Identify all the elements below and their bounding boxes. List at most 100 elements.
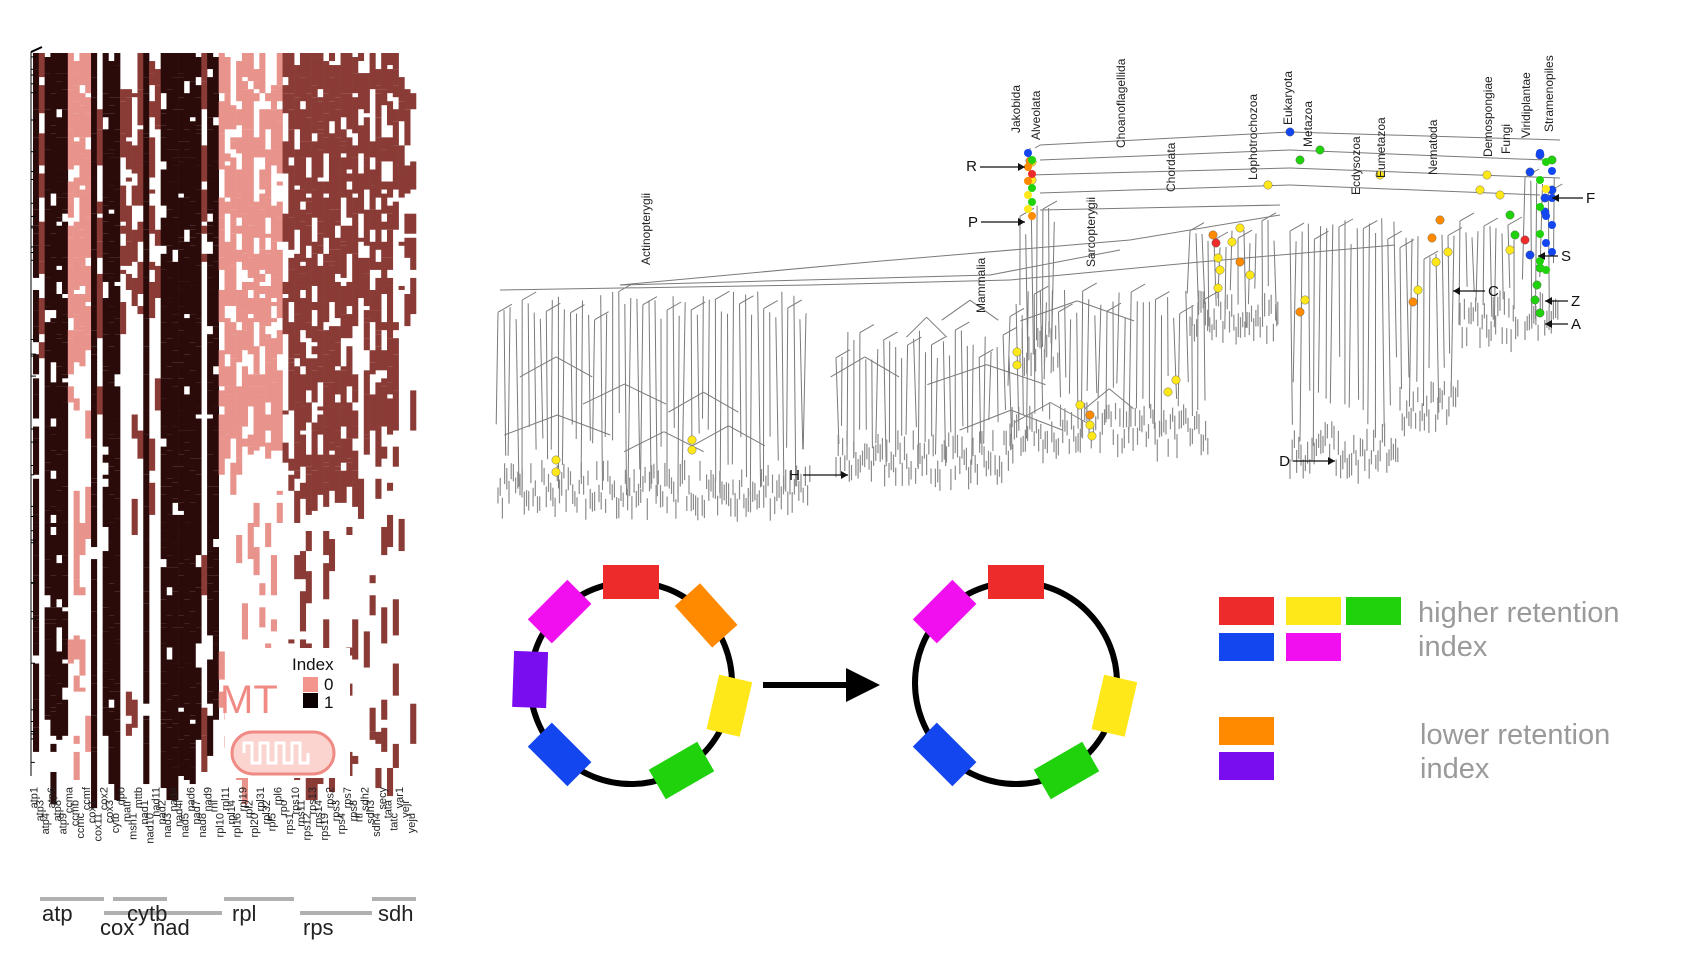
gene-label: ccmb (69, 800, 81, 826)
gene-label: tata (383, 799, 395, 818)
group-label-sdh: sdh (378, 901, 413, 926)
group-label-rps: rps (303, 915, 334, 940)
gene-segment (912, 579, 977, 644)
gene-segment (527, 579, 592, 644)
transition-arrow (763, 668, 880, 702)
gene-label: rpl31 (255, 787, 267, 811)
gene-label: rpl10 (214, 813, 226, 837)
clade-labels: Actinopterygii Mammalia Sarcopterygii Chord… (639, 55, 1556, 313)
gene-label: sdh2 (359, 787, 371, 811)
gene-label: nad8 (197, 813, 209, 837)
marker-label-z: Z (1571, 293, 1580, 310)
gene-label: rpl5 (267, 813, 279, 831)
clade-label: Nematoda (1426, 119, 1440, 175)
clade-label: Fungi (1499, 124, 1513, 154)
gene-label: matr (122, 800, 134, 822)
mitochondrion-icon (230, 730, 336, 776)
gene-label: tatc (388, 813, 400, 831)
gene-label: rpl14 (226, 800, 238, 824)
gene-label: rps2 (325, 787, 337, 808)
gene-label: rpl6 (272, 787, 284, 805)
gene-label: rps19 (319, 813, 331, 841)
clade-label: Choanoflagellida (1114, 58, 1128, 148)
heatmap-cells (33, 53, 417, 809)
gene-segment (1033, 741, 1100, 800)
genome-diagram (512, 565, 1138, 800)
gene-label: mttb (133, 787, 145, 808)
genome-circle-before (512, 565, 753, 800)
gene-label: yeju (406, 813, 418, 833)
gene-label: ccma (64, 786, 76, 813)
gene-label: cox3 (104, 800, 116, 823)
marker-label-c: C (1488, 283, 1499, 300)
gene-label: rpl32 (261, 800, 273, 824)
gene-label: nad11 (151, 787, 163, 817)
group-label-cytb: cytb (127, 901, 167, 926)
group-label-atp: atp (42, 901, 73, 926)
gene-label: rpo (278, 800, 290, 816)
gene-label: dpo (116, 787, 128, 805)
legend-higher-line1: higher retention (1418, 597, 1620, 629)
marker-label-d: D (1279, 453, 1290, 470)
gene-label: nad3 (162, 813, 174, 837)
gene-label: rps8 (348, 800, 360, 821)
heatmap-left-axis (30, 46, 43, 776)
index-legend-value-1: 1 (324, 693, 333, 712)
gene-label: cytb (110, 813, 122, 833)
legend-lower-line2: index (1420, 753, 1490, 785)
gene-label: cox1 (87, 800, 99, 823)
index-legend-value-0: 0 (324, 675, 333, 694)
group-label-rpl: rpl (232, 901, 256, 926)
clade-label: Chordata (1164, 142, 1178, 192)
gene-label: rpl11 (220, 787, 232, 811)
clade-label: Ecdysozoa (1349, 136, 1363, 195)
legend-swatch-magenta (1286, 633, 1341, 661)
gene-label: ccmc (75, 813, 87, 839)
group-bar-rpl (224, 897, 294, 901)
gene-label: sdh4 (371, 813, 383, 837)
gene-label: nad4l (174, 800, 186, 827)
marker-label-a: A (1571, 316, 1581, 333)
gene-label: rtl (354, 813, 366, 822)
gene-label: nad2 (156, 800, 168, 824)
group-label-cox: cox (100, 915, 134, 940)
gene-label: rps10 (290, 787, 302, 815)
index-legend: Index 0 1 MT (220, 648, 350, 778)
marker-label-f: F (1586, 190, 1595, 207)
marker-labels: R P H D C F S ZA (789, 158, 1595, 484)
gene-label: rpl2 (243, 800, 255, 818)
index-legend-swatch-low (303, 677, 318, 692)
gene-label: nad10 (145, 813, 157, 844)
clade-label: Eukaryota (1281, 71, 1295, 125)
marker-label-s: S (1561, 248, 1571, 265)
mt-badge-text: MT (220, 678, 278, 722)
group-bar-cytb (113, 897, 167, 901)
index-legend-swatch-high (303, 693, 318, 708)
legend-lower-line1: lower retention (1420, 719, 1610, 751)
retention-legend: higher retention index lower retention i… (1219, 597, 1620, 785)
gene-label: cox2 (98, 787, 110, 810)
legend-swatch-blue (1219, 633, 1274, 661)
clade-label: Alveolata (1029, 90, 1043, 140)
gene-label: rps7 (342, 787, 354, 808)
gene-label: rpl16 (232, 813, 244, 837)
group-bar-cox-nad (104, 911, 222, 915)
marker-label-h: H (789, 467, 800, 484)
marker-label-p: P (968, 214, 978, 231)
clade-label: Eumetazoa (1374, 117, 1388, 178)
gene-label: atp6 (46, 787, 58, 808)
clade-label: Viridiplantae (1519, 72, 1533, 138)
genome-circle-after (912, 565, 1138, 800)
gene-label: rps3 (330, 800, 342, 821)
legend-higher-line2: index (1418, 631, 1488, 663)
gene-label: nad7 (191, 800, 203, 824)
gene-segment (603, 565, 659, 599)
gene-label: rps11 (296, 800, 308, 827)
gene-label: atp9 (58, 813, 70, 834)
gene-label: ccmf (81, 786, 93, 810)
gene-label: secy (377, 787, 389, 810)
gene-group-labels: atp cox cytb nad rpl rps sdh (40, 897, 416, 940)
gene-label: cox11 (93, 813, 105, 842)
